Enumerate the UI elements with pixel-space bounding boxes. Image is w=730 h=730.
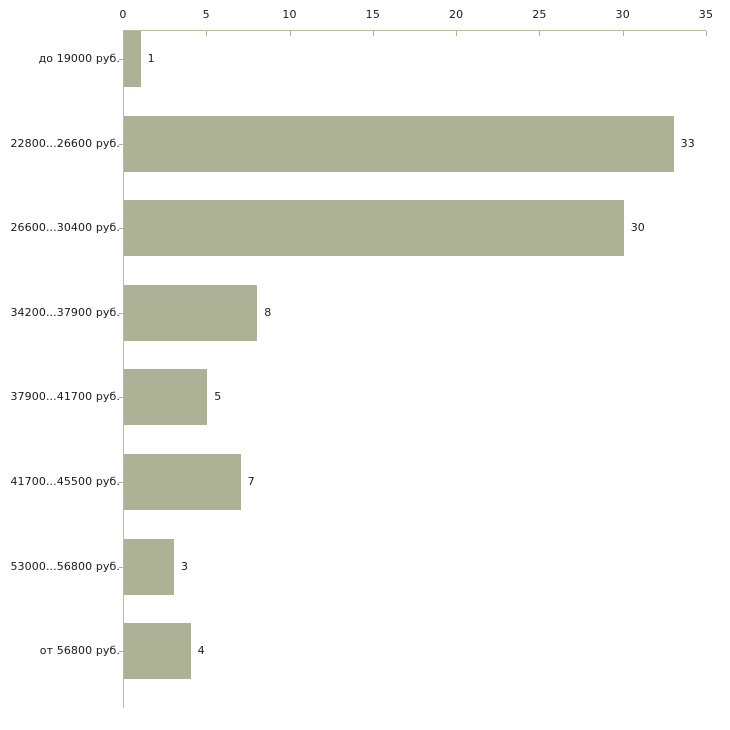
bar[interactable] xyxy=(124,31,141,87)
bar[interactable] xyxy=(124,284,258,341)
category-tick xyxy=(119,651,123,653)
x-tick-label: 10 xyxy=(282,8,297,21)
category-label: от 56800 руб. xyxy=(39,644,120,658)
x-tick-label: 35 xyxy=(698,8,714,21)
category-label: до 19000 руб. xyxy=(38,52,120,65)
bar[interactable] xyxy=(124,369,208,426)
category-label: 26600...30400 руб. xyxy=(10,221,120,235)
x-tick-label: 20 xyxy=(448,8,464,21)
y-axis-line xyxy=(123,30,124,708)
x-tick-label: 0 xyxy=(119,8,127,21)
bar-value-label: 7 xyxy=(247,475,255,488)
bar[interactable] xyxy=(124,454,241,510)
x-tick xyxy=(289,31,291,36)
category-tick xyxy=(119,397,123,399)
x-tick-label: 15 xyxy=(365,8,381,21)
category-tick xyxy=(119,482,123,483)
bar-value-label: 4 xyxy=(197,644,205,658)
x-tick xyxy=(456,31,458,36)
bar-value-label: 5 xyxy=(214,390,222,404)
bar[interactable] xyxy=(124,623,191,680)
category-label: 22800...26600 руб. xyxy=(10,136,120,150)
bar-value-label: 30 xyxy=(630,221,645,235)
category-label: 37900...41700 руб. xyxy=(10,390,120,404)
bar-value-label: 8 xyxy=(264,305,272,319)
x-tick-label: 5 xyxy=(202,8,210,21)
bar[interactable] xyxy=(124,538,174,595)
x-tick xyxy=(706,31,707,36)
category-label: 41700...45500 руб. xyxy=(10,475,120,488)
x-tick xyxy=(539,31,541,36)
category-label: 34200...37900 руб. xyxy=(10,305,120,319)
x-tick-label: 30 xyxy=(615,8,630,21)
bar-value-label: 33 xyxy=(680,136,695,150)
bar[interactable] xyxy=(124,115,674,172)
x-tick xyxy=(206,31,208,36)
category-tick xyxy=(119,143,123,145)
category-tick xyxy=(119,312,123,314)
category-tick xyxy=(119,228,123,230)
bar[interactable] xyxy=(124,200,624,257)
category-label: 53000...56800 руб. xyxy=(10,559,120,573)
x-axis-line xyxy=(123,30,706,31)
category-tick xyxy=(119,566,123,568)
category-tick xyxy=(119,59,123,60)
bar-value-label: 3 xyxy=(180,559,189,573)
x-tick xyxy=(372,31,374,36)
x-tick-label: 25 xyxy=(532,8,547,21)
bar-value-label: 1 xyxy=(147,52,155,65)
x-tick xyxy=(123,31,124,36)
x-tick xyxy=(622,31,624,36)
